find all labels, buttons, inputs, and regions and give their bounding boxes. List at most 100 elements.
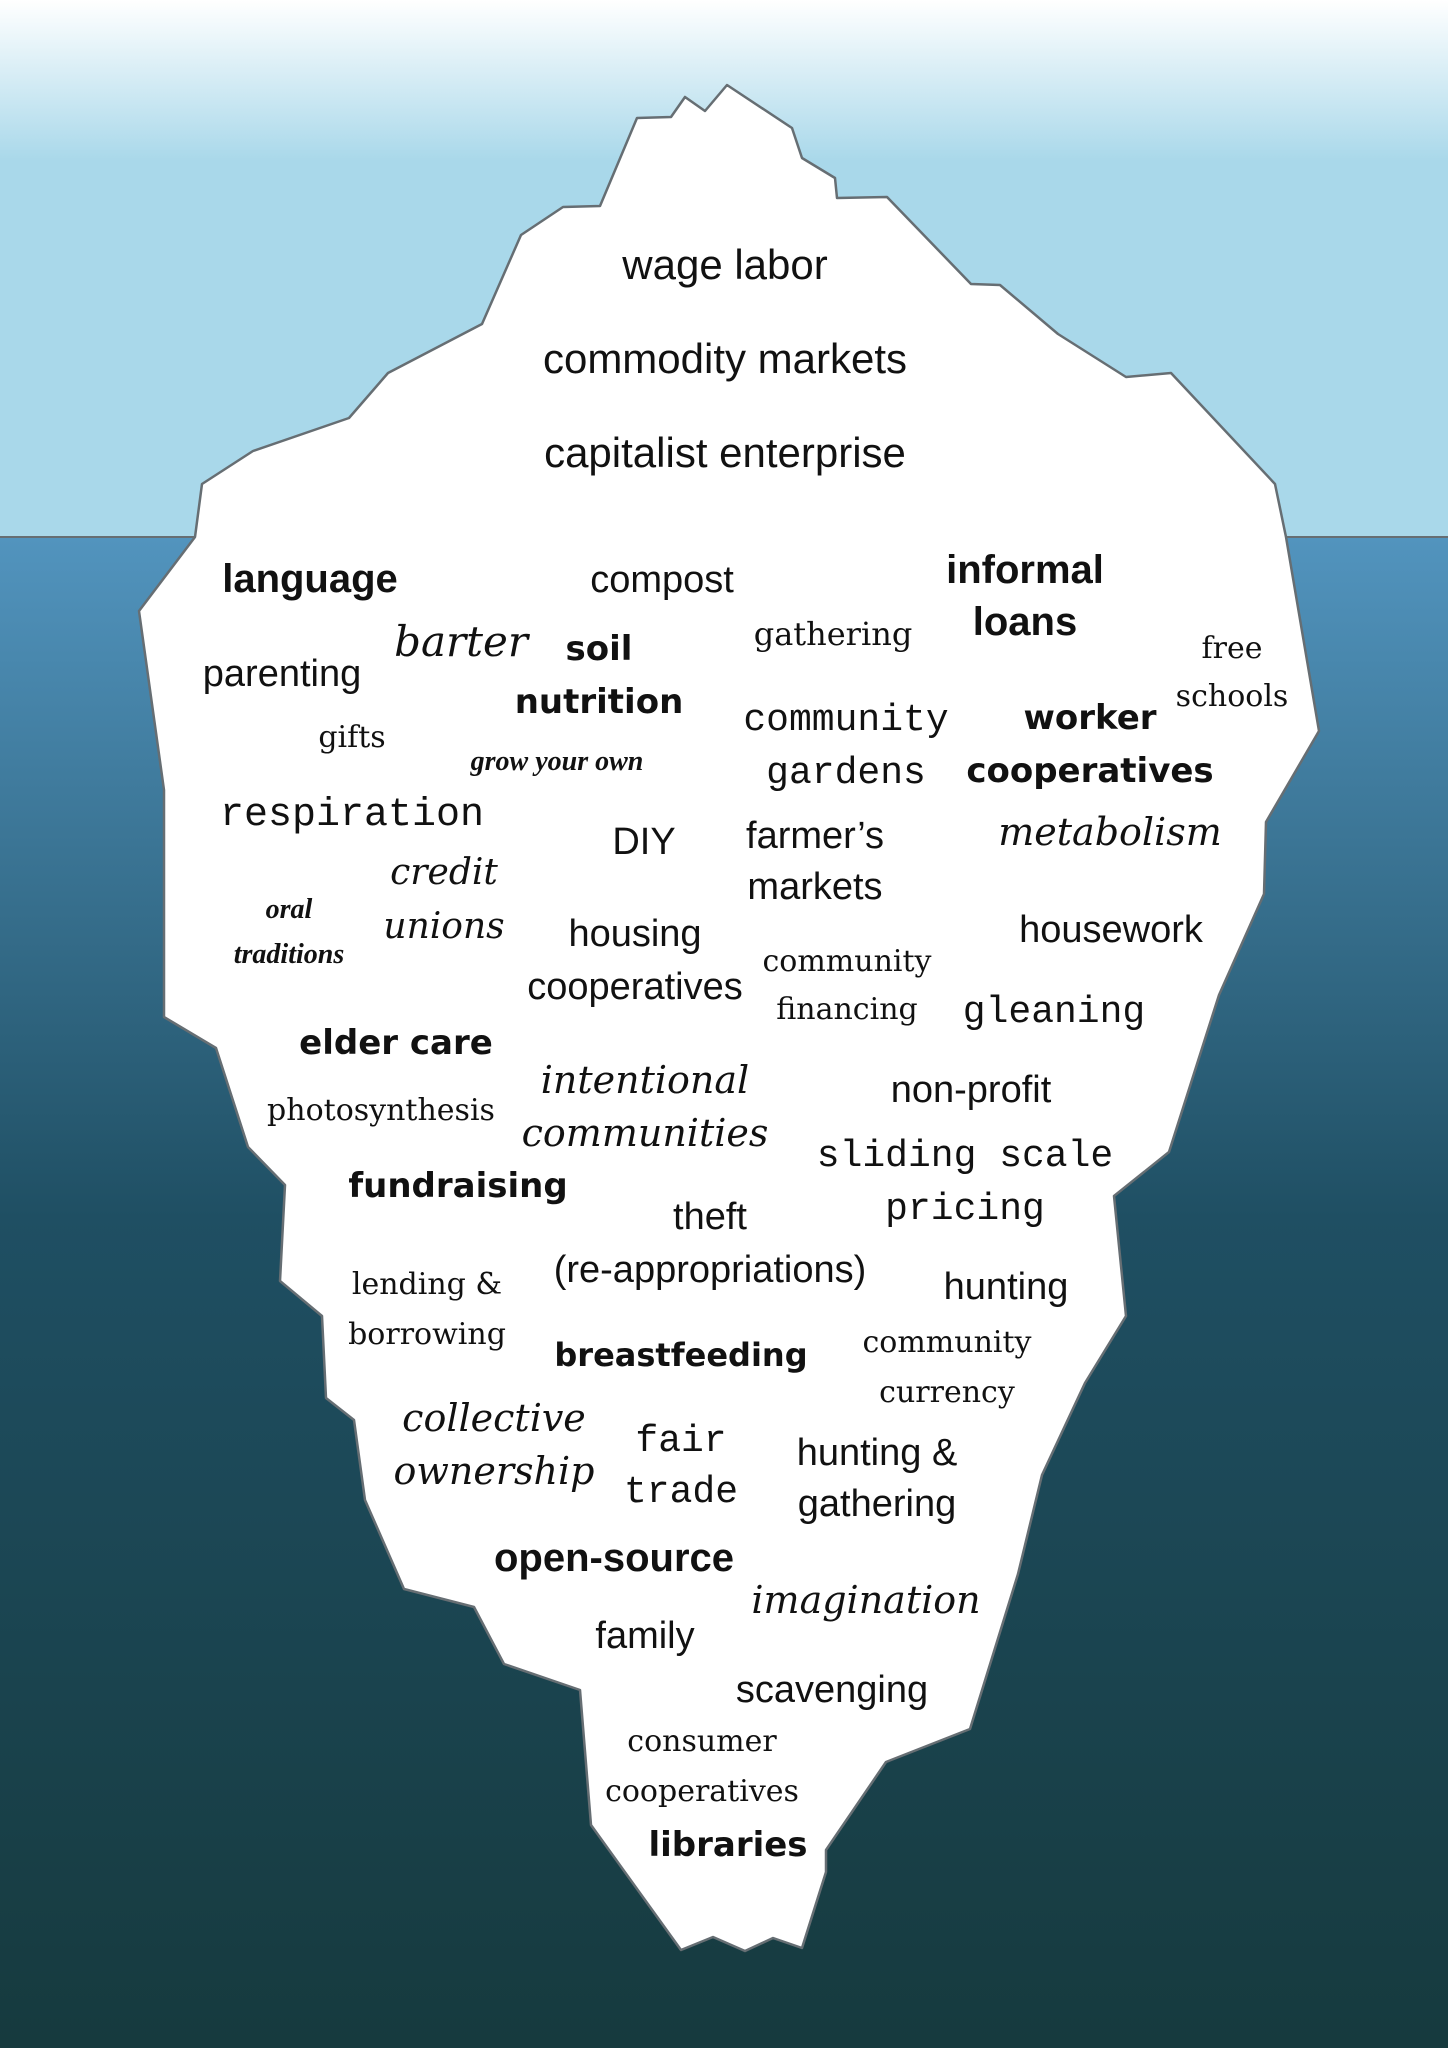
label-line: capitalist enterprise [544, 429, 906, 476]
label-sliding-scale-pricing: sliding scale pricing [817, 1130, 1113, 1236]
label-lending-borrowing: lending & borrowing [348, 1260, 506, 1359]
label-line: cooperatives [966, 750, 1214, 791]
label-line: imagination [751, 1578, 981, 1622]
label-line: scavenging [735, 1669, 929, 1711]
label-line: ownership [393, 1449, 595, 1494]
label-line: borrowing [348, 1316, 506, 1352]
label-line: metabolism [998, 810, 1222, 854]
iceberg [137, 83, 1321, 1953]
label-line: fair [635, 1420, 727, 1463]
label-line: lending & [351, 1267, 503, 1302]
label-line: intentional [540, 1058, 750, 1102]
label-gifts: gifts [318, 720, 385, 756]
label-line: traditions [233, 938, 345, 970]
label-line: libraries [648, 1825, 808, 1865]
label-commodity-markets: commodity markets [543, 334, 907, 384]
label-gathering: gathering [754, 615, 913, 653]
label-consumer-cooperatives: consumer cooperatives [605, 1717, 799, 1816]
label-line: collective [402, 1396, 586, 1440]
label-line: family [595, 1615, 695, 1657]
label-community-currency: community currency [863, 1318, 1032, 1417]
label-community-financing: community financing [763, 938, 932, 1034]
label-line: currency [879, 1374, 1015, 1410]
label-line: cooperatives [605, 1773, 799, 1809]
label-line: elder care [299, 1023, 493, 1063]
label-line: hunting [943, 1266, 1069, 1308]
label-line: language [222, 557, 398, 601]
label-line: theft [673, 1196, 747, 1238]
label-line: hunting & [796, 1432, 958, 1474]
label-line: gathering [797, 1483, 957, 1526]
label-line: photosynthesis [267, 1093, 495, 1128]
label-non-profit: non-profit [891, 1068, 1052, 1114]
label-line: worker [1023, 698, 1157, 738]
label-line: (re-appropriations) [553, 1249, 867, 1292]
label-line: parenting [202, 653, 362, 695]
label-line: fundraising [348, 1166, 568, 1206]
label-line: free [1201, 631, 1263, 666]
label-free-schools: free schools [1176, 625, 1289, 721]
label-line: open-source [493, 1536, 735, 1580]
label-credit-unions: credit unions [383, 846, 504, 954]
label-line: breastfeeding [554, 1336, 808, 1374]
label-line: pricing [885, 1188, 1045, 1232]
label-open-source: open-source [494, 1534, 734, 1582]
label-language: language [222, 555, 398, 603]
label-capitalist-enterprise: capitalist enterprise [544, 428, 906, 478]
label-line: communities [521, 1111, 769, 1156]
label-line: gathering [753, 615, 913, 653]
label-housing-cooperatives: housing cooperatives [527, 908, 742, 1014]
label-imagination: imagination [751, 1578, 980, 1624]
label-line: housework [1019, 909, 1203, 951]
label-breastfeeding: breastfeeding [554, 1336, 807, 1374]
label-line: gardens [766, 752, 926, 796]
label-worker-cooperatives: worker cooperatives [966, 692, 1213, 797]
label-line: schools [1175, 679, 1289, 714]
label-informal-loans: informal loans [946, 544, 1104, 648]
label-line: cooperatives [527, 966, 743, 1009]
label-line: grow your own [470, 746, 644, 777]
label-line: commodity markets [542, 335, 908, 382]
label-line: oral [265, 894, 313, 925]
label-fair-trade: fair trade [624, 1416, 738, 1519]
label-fundraising: fundraising [348, 1166, 567, 1207]
label-line: community [743, 699, 949, 742]
label-line: unions [383, 906, 505, 947]
label-line: gifts [318, 720, 386, 755]
label-grow-your-own: grow your own [471, 745, 644, 779]
label-line: compost [590, 559, 734, 601]
label-metabolism: metabolism [998, 810, 1222, 856]
label-line: community [762, 944, 932, 979]
label-line: sliding scale [816, 1135, 1114, 1178]
label-farmers-markets: farmer’s markets [746, 811, 884, 914]
label-diy: DIY [612, 820, 675, 866]
label-wage-labor: wage labor [622, 240, 827, 290]
label-hunting-gathering: hunting & gathering [797, 1428, 958, 1531]
label-gleaning: gleaning [963, 990, 1145, 1036]
label-intentional-communities: intentional communities [522, 1054, 769, 1160]
label-line: gleaning [962, 991, 1146, 1034]
label-libraries: libraries [648, 1825, 807, 1866]
label-respiration: respiration [220, 792, 484, 840]
label-theft: theft (re-appropriations) [554, 1191, 867, 1297]
label-line: non-profit [890, 1069, 1052, 1111]
label-parenting: parenting [203, 652, 361, 698]
label-hunting: hunting [944, 1265, 1069, 1311]
label-line: community [862, 1325, 1032, 1360]
label-line: DIY [612, 821, 676, 863]
label-photosynthesis: photosynthesis [267, 1093, 495, 1129]
label-soil-nutrition: soil nutrition [515, 623, 684, 728]
label-line: financing [776, 992, 918, 1027]
label-line: markets [747, 866, 883, 909]
label-compost: compost [590, 558, 734, 604]
label-line: trade [623, 1471, 739, 1515]
label-line: consumer [627, 1724, 777, 1759]
label-family: family [595, 1614, 694, 1660]
label-collective-ownership: collective ownership [394, 1392, 595, 1498]
label-elder-care: elder care [299, 1023, 493, 1064]
label-line: credit [390, 852, 498, 893]
label-line: soil [565, 629, 633, 669]
label-line: wage labor [622, 241, 828, 288]
